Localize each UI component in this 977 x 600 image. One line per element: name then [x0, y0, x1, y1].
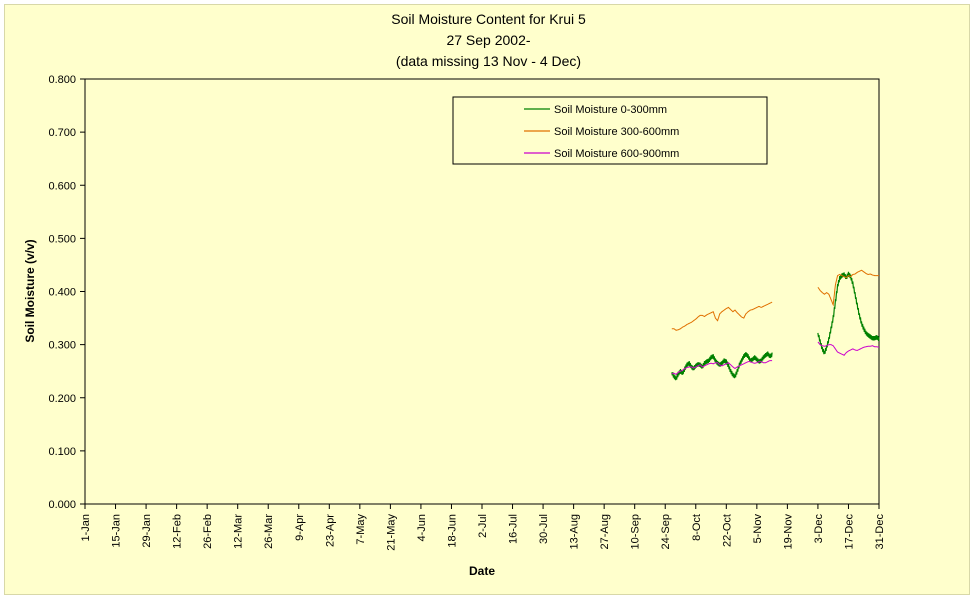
x-tick-label: 24-Sep: [660, 514, 672, 549]
x-tick-label: 4-Jun: [416, 514, 428, 542]
legend-label: Soil Moisture 600-900mm: [554, 148, 679, 160]
x-tick-label: 12-Mar: [233, 514, 245, 549]
x-tick-label: 8-Oct: [691, 514, 703, 541]
y-tick-label: 0.600: [48, 180, 76, 192]
y-tick-label: 0.500: [48, 233, 76, 245]
x-tick-label: 22-Oct: [721, 514, 733, 547]
series-line-1-segment-1: [817, 269, 879, 307]
x-tick-label: 23-Apr: [324, 514, 336, 547]
series-line-0-segment-1: [817, 271, 880, 355]
x-tick-label: 19-Nov: [782, 514, 794, 550]
y-axis-label: Soil Moisture (v/v): [23, 239, 37, 342]
series-line-2-segment-0: [671, 360, 773, 376]
x-tick-label: 16-Jul: [508, 514, 520, 544]
x-tick-label: 2-Jul: [477, 514, 489, 538]
series-group: [671, 269, 880, 381]
x-tick-label: 26-Mar: [263, 514, 275, 549]
y-tick-label: 0.100: [48, 446, 76, 458]
chart-title: Soil Moisture Content for Krui 5: [391, 11, 586, 27]
chart-subtitle: 27 Sep 2002-: [446, 32, 531, 48]
x-tick-label: 27-Aug: [599, 514, 611, 549]
series-line-1-segment-0: [671, 301, 773, 331]
x-tick-label: 9-Apr: [294, 514, 306, 541]
x-tick-label: 17-Dec: [843, 514, 855, 550]
y-tick-label: 0.200: [48, 393, 76, 405]
y-axis: 0.000 0.100 0.200 0.300 0.400 0.500 0.600 0.700…: [48, 74, 85, 511]
legend: Soil Moisture 0-300mm Soil Moisture 300-6…: [452, 96, 768, 165]
x-tick-label: 15-Jan: [111, 514, 123, 548]
legend-label: Soil Moisture 300-600mm: [554, 126, 679, 138]
x-tick-label: 10-Sep: [630, 514, 642, 549]
y-tick-label: 0.700: [48, 127, 76, 139]
x-tick-label: 21-May: [385, 514, 397, 551]
chart-note: (data missing 13 Nov - 4 Dec): [395, 53, 582, 69]
series-line-0-segment-0: [671, 351, 773, 381]
y-tick-label: 0.000: [48, 499, 76, 511]
x-axis: 1-Jan 15-Jan 29-Jan 12-Feb 26-Feb 12-Mar 26-Ma…: [80, 504, 886, 551]
x-axis-label: Date: [469, 564, 495, 578]
x-tick-label: 1-Jan: [80, 514, 92, 542]
x-tick-label: 5-Nov: [752, 514, 764, 544]
x-tick-label: 13-Aug: [569, 514, 581, 549]
x-tick-label: 12-Feb: [172, 514, 184, 549]
legend-label: Soil Moisture 0-300mm: [554, 104, 667, 116]
x-tick-label: 18-Jun: [446, 514, 458, 548]
y-tick-label: 0.800: [48, 74, 76, 86]
x-tick-label: 3-Dec: [813, 514, 825, 544]
x-tick-label: 7-May: [355, 514, 367, 545]
y-tick-label: 0.300: [48, 340, 76, 352]
x-tick-label: 30-Jul: [538, 514, 550, 544]
legend-box: [452, 96, 768, 165]
series-line-2-segment-1: [817, 341, 880, 356]
y-tick-label: 0.400: [48, 287, 76, 299]
x-tick-label: 26-Feb: [202, 514, 214, 549]
x-tick-label: 29-Jan: [141, 514, 153, 548]
x-tick-label: 31-Dec: [874, 514, 886, 550]
